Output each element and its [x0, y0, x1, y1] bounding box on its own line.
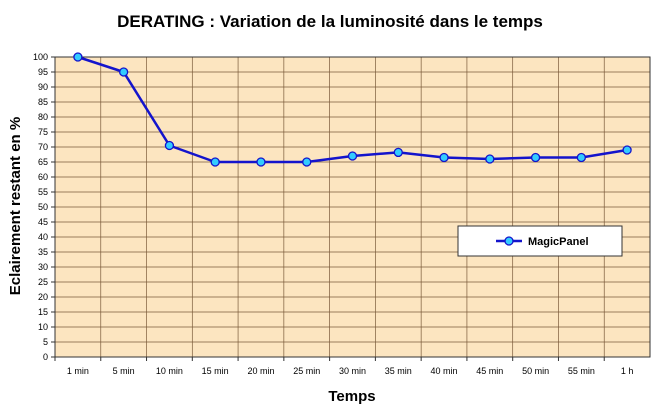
y-tick-label: 5	[43, 337, 48, 347]
data-point	[530, 152, 541, 163]
y-tick-label: 50	[38, 202, 48, 212]
y-tick-label: 55	[38, 187, 48, 197]
series-layer	[73, 52, 632, 167]
y-axis-label: Eclairement restant en %	[7, 117, 24, 295]
x-tick-label: 30 min	[339, 366, 366, 376]
data-point	[576, 152, 586, 163]
data-point	[485, 154, 495, 164]
x-axis-ticks: 1 min 5 min 10 min 15 min 20 min 25 min 30 min…	[54, 357, 634, 376]
x-axis-label: Temps	[328, 388, 375, 405]
y-tick-label: 25	[38, 277, 48, 287]
x-tick-label: 45 min	[476, 366, 503, 376]
y-tick-label: 15	[38, 307, 48, 317]
x-tick-label: 15 min	[202, 366, 229, 376]
legend: MagicPanel	[457, 225, 623, 257]
y-tick-label: 100	[33, 52, 48, 62]
legend-marker-swatch	[504, 236, 514, 246]
x-tick-label: 1 h	[621, 366, 634, 376]
legend-entry-magicpanel: MagicPanel	[528, 236, 589, 248]
y-tick-label: 80	[38, 112, 48, 122]
x-tick-label: 5 min	[113, 366, 135, 376]
data-point	[393, 147, 403, 158]
x-tick-label: 50 min	[522, 366, 549, 376]
data-point	[439, 152, 449, 163]
data-point	[164, 140, 175, 151]
data-point	[210, 157, 220, 167]
data-point	[73, 52, 83, 62]
y-tick-label: 40	[38, 232, 48, 242]
y-tick-label: 35	[38, 247, 48, 257]
data-point	[622, 145, 632, 155]
y-tick-label: 65	[38, 157, 48, 167]
y-tick-label: 75	[38, 127, 48, 137]
y-tick-label: 30	[38, 262, 48, 272]
y-tick-label: 70	[38, 142, 48, 152]
x-tick-label: 25 min	[293, 366, 320, 376]
x-tick-label: 40 min	[431, 366, 458, 376]
y-tick-label: 45	[38, 217, 48, 227]
x-tick-label: 55 min	[568, 366, 595, 376]
data-point	[347, 151, 358, 161]
legend-box	[457, 225, 623, 257]
y-axis-ticks: 0 5 10 15 20 25 30 35 40 45 50 55 60 65 70 75 80 85 90 95 10…	[33, 52, 55, 362]
y-tick-label: 0	[43, 352, 48, 362]
data-point	[256, 157, 266, 167]
y-tick-label: 95	[38, 67, 48, 77]
x-tick-label: 20 min	[247, 366, 274, 376]
x-tick-label: 35 min	[385, 366, 412, 376]
y-tick-label: 85	[38, 97, 48, 107]
data-point	[119, 67, 129, 77]
chart-title: DERATING : Variation de la luminosité da…	[117, 12, 543, 31]
x-tick-label: 10 min	[156, 366, 183, 376]
data-point	[302, 157, 312, 167]
y-tick-label: 20	[38, 292, 48, 302]
y-tick-label: 60	[38, 172, 48, 182]
y-tick-label: 10	[38, 322, 48, 332]
y-tick-label: 90	[38, 82, 48, 92]
grid	[55, 56, 650, 358]
x-tick-label: 1 min	[67, 366, 89, 376]
